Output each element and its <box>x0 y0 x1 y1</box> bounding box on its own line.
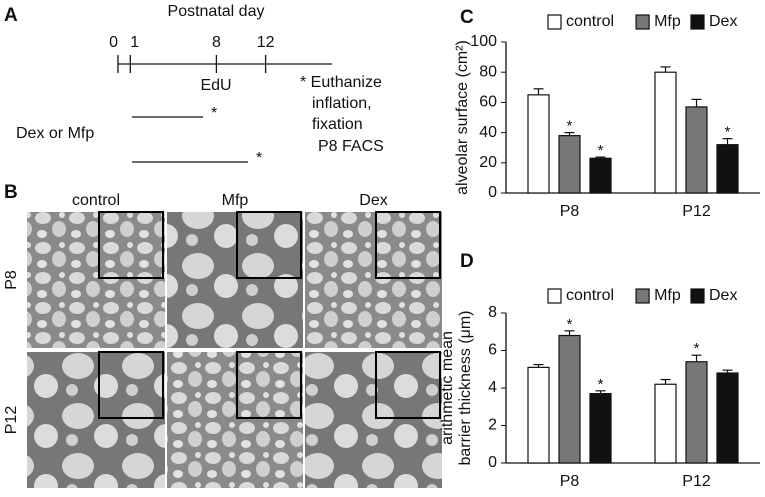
significance: * <box>598 376 604 393</box>
bar <box>716 144 739 194</box>
legend-label: control <box>566 13 614 30</box>
bar <box>558 135 581 194</box>
bar <box>589 157 612 194</box>
micrograph <box>167 212 303 348</box>
panel-label: D <box>460 251 474 272</box>
bar <box>654 383 677 464</box>
bar <box>654 71 677 194</box>
error-bar <box>691 98 702 107</box>
y-tick-label: 8 <box>488 304 497 321</box>
error-bar <box>533 363 544 368</box>
inset-box <box>236 351 302 419</box>
legend-swatch <box>690 14 705 30</box>
treatment-marker: * <box>211 105 217 122</box>
inset-box <box>98 211 164 279</box>
panel-label: B <box>4 182 18 203</box>
y-tick-label: 4 <box>488 379 497 396</box>
micrograph <box>27 212 165 348</box>
y-axis-label: alveolar surface (cm²) <box>454 40 471 195</box>
x-tick-label: P8 <box>560 473 580 490</box>
error-bar <box>660 378 671 385</box>
legend-swatch <box>547 288 562 304</box>
day-label: 8 <box>212 34 221 51</box>
x-tick-label: P8 <box>560 203 580 220</box>
y-axis-label: arithmetic mean <box>439 331 456 445</box>
day-label: 0 <box>109 34 118 51</box>
inset-box <box>98 351 164 419</box>
y-tick-label: 0 <box>488 454 497 471</box>
y-axis-label: barrier thickness (μm) <box>457 310 474 465</box>
inset-box <box>375 351 441 419</box>
error-bar <box>691 354 702 362</box>
day-label: 1 <box>130 34 139 51</box>
y-tick-label: 60 <box>479 94 497 111</box>
bar <box>685 106 708 194</box>
legend-label: control <box>566 287 614 304</box>
note: inflation, <box>312 95 372 112</box>
error-bar <box>564 132 575 136</box>
x-tick-label: P12 <box>682 203 711 220</box>
micrograph <box>305 352 442 488</box>
y-tick-label: 0 <box>488 184 497 201</box>
column-label: Dex <box>359 192 387 209</box>
bar <box>685 361 708 464</box>
y-tick-label: 80 <box>479 63 497 80</box>
error-bar <box>722 369 733 373</box>
error-bar <box>533 88 544 95</box>
treatment-marker: * <box>256 150 262 167</box>
significance: * <box>598 142 604 159</box>
y-tick-label: 2 <box>488 417 497 434</box>
y-tick-label: 20 <box>479 154 497 171</box>
note: fixation <box>312 116 363 133</box>
bar <box>558 334 581 464</box>
significance: * <box>725 124 731 141</box>
micrograph <box>167 352 303 488</box>
row-label: P12 <box>3 406 20 435</box>
significance: * <box>567 316 573 333</box>
x-tick-label: P12 <box>682 473 711 490</box>
bar <box>716 372 739 464</box>
error-bar <box>595 390 606 394</box>
timeline-title: Postnatal day <box>168 3 265 20</box>
bar <box>527 366 550 464</box>
bar <box>589 393 612 464</box>
error-bar <box>595 156 606 159</box>
legend-swatch <box>547 14 562 30</box>
legend-swatch <box>690 288 705 304</box>
treatment-label: Dex or Mfp <box>16 125 94 142</box>
significance: * <box>567 118 573 135</box>
inset-box <box>236 211 302 279</box>
legend-swatch <box>635 288 650 304</box>
legend-swatch <box>635 14 650 30</box>
legend-label: Dex <box>709 13 737 30</box>
edu-label: EdU <box>200 77 231 94</box>
column-label: Mfp <box>222 192 249 209</box>
micrograph <box>27 352 165 488</box>
legend-label: Mfp <box>654 287 681 304</box>
column-label: control <box>72 192 120 209</box>
significance: * <box>694 340 700 357</box>
micrograph <box>305 212 442 348</box>
note: * Euthanize <box>300 74 382 91</box>
panel-label: C <box>460 7 474 28</box>
row-label: P8 <box>3 270 20 290</box>
error-bar <box>722 138 733 145</box>
error-bar <box>660 66 671 73</box>
note: P8 FACS <box>318 138 384 155</box>
error-bar <box>564 330 575 336</box>
y-tick-label: 100 <box>470 33 497 50</box>
day-label: 12 <box>257 34 275 51</box>
y-tick-label: 6 <box>488 342 497 359</box>
panel-label: A <box>4 5 18 26</box>
bar <box>527 94 550 194</box>
y-tick-label: 40 <box>479 124 497 141</box>
legend-label: Dex <box>709 287 737 304</box>
legend-label: Mfp <box>654 13 681 30</box>
inset-box <box>375 211 441 279</box>
